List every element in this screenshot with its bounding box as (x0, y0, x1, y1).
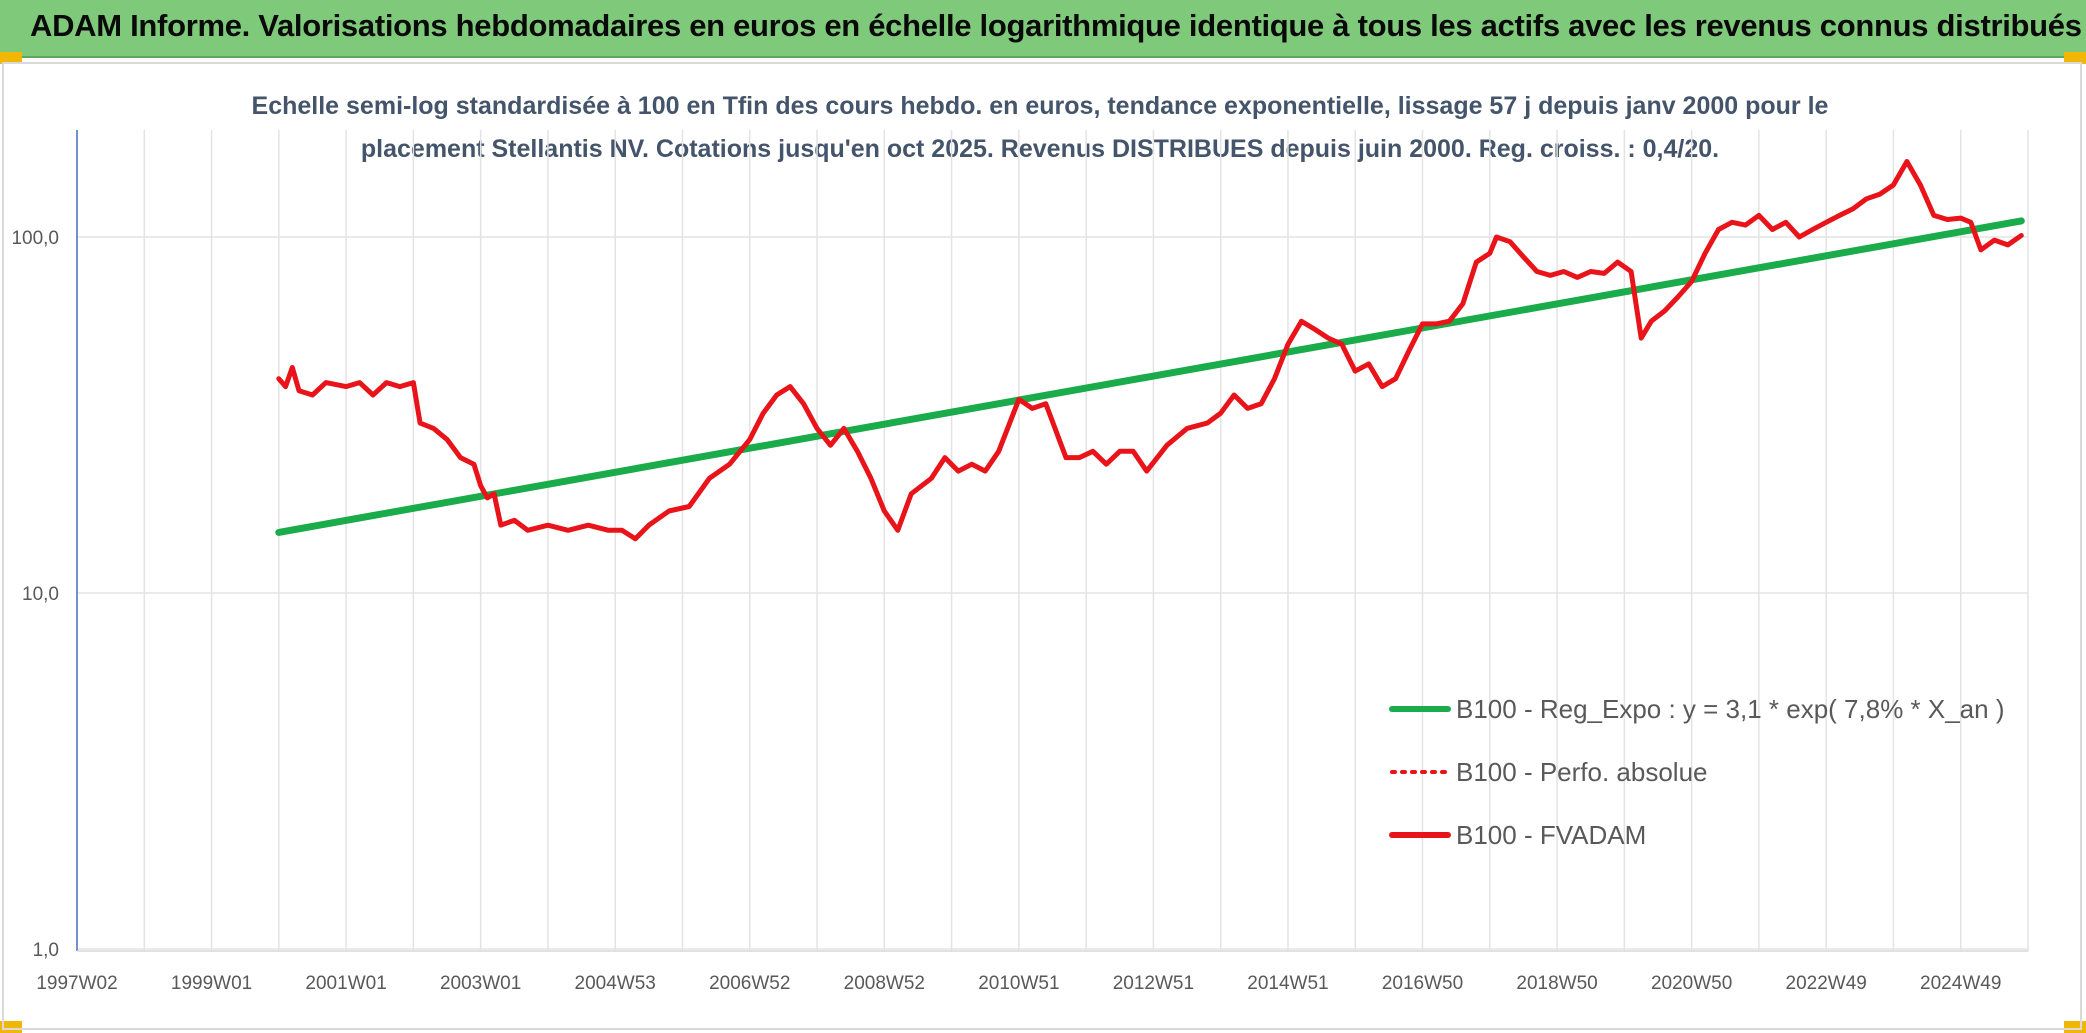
y-tick-label: 100,0 (11, 228, 59, 249)
report-banner: ADAM Informe. Valorisations hebdomadaire… (0, 0, 2086, 58)
x-tick-label: 2018W50 (1516, 973, 1597, 994)
legend-label-0: B100 - Reg_Expo : y = 3,1 * exp( 7,8% * … (1456, 694, 2005, 724)
y-tick-label: 1,0 (33, 940, 59, 961)
chart-frame (2, 62, 2082, 1030)
x-tick-label: 2022W49 (1786, 973, 1867, 994)
x-tick-label: 2012W51 (1113, 973, 1194, 994)
report-title: ADAM Informe. Valorisations hebdomadaire… (30, 8, 2082, 43)
x-tick-label: 1999W01 (171, 973, 252, 994)
y-tick-label: 10,0 (22, 584, 59, 605)
x-tick-label: 2003W01 (440, 973, 521, 994)
x-tick-label: 2008W52 (844, 973, 925, 994)
x-tick-label: 2016W50 (1382, 973, 1463, 994)
x-tick-label: 2004W53 (575, 973, 656, 994)
x-tick-label: 2006W52 (709, 973, 790, 994)
series-line-2 (276, 159, 2024, 542)
legend-label-2: B100 - FVADAM (1456, 820, 1646, 850)
corner-marker-right (2064, 52, 2086, 64)
x-tick-label: 2014W51 (1247, 973, 1328, 994)
series-line-0 (275, 217, 2025, 536)
chart-title-line-1: Echelle semi-log standardisée à 100 en T… (252, 92, 1829, 120)
x-tick-label: 2024W49 (1920, 973, 2001, 994)
corner-marker-left (0, 52, 22, 64)
corner-marker-bottom-left (0, 1021, 22, 1033)
x-tick-label: 2001W01 (305, 973, 386, 994)
legend-label-1: B100 - Perfo. absolue (1456, 757, 1708, 787)
x-tick-label: 1997W02 (36, 973, 117, 994)
x-tick-label: 2020W50 (1651, 973, 1732, 994)
chart-title-line-2: placement Stellantis NV. Cotations jusqu… (361, 135, 1719, 163)
x-tick-label: 2010W51 (978, 973, 1059, 994)
